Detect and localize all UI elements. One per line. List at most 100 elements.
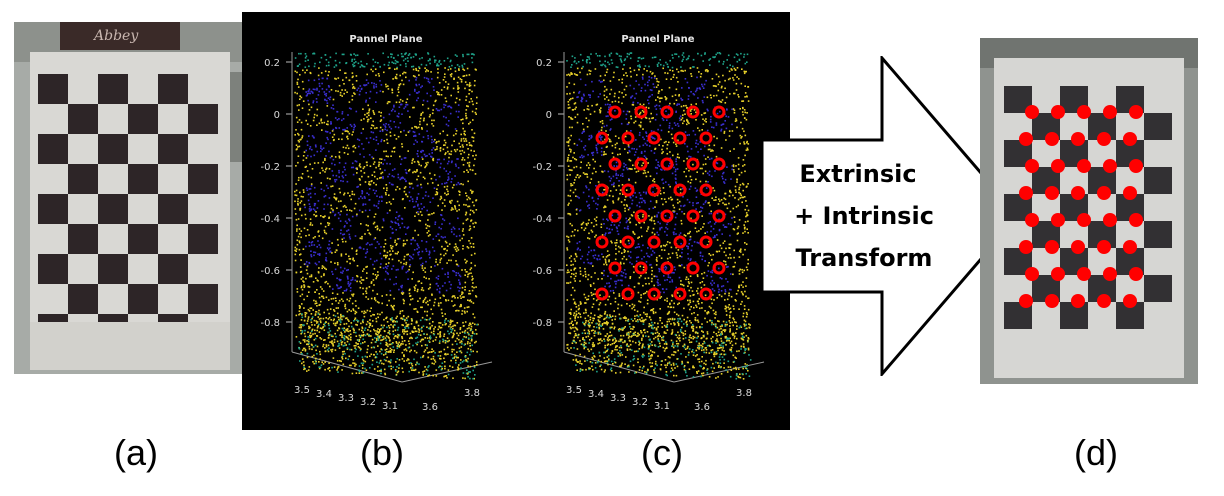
cloud-point [704,112,707,114]
cloud-point [350,125,353,128]
cloud-point [706,312,709,315]
z-tick-label: 0.2 [536,58,552,69]
cloud-point [327,97,330,99]
cloud-point [629,52,632,54]
cloud-point [414,287,416,290]
cloud-point [394,77,397,79]
cloud-point [440,308,443,311]
cloud-point [318,67,320,69]
cloud-point [657,234,660,236]
cloud-point [390,359,392,361]
cloud-point [308,262,311,265]
cloud-point [681,251,683,254]
cloud-point [445,340,448,343]
cloud-point [674,53,676,55]
cloud-point [614,100,617,103]
cloud-point [595,104,598,106]
cloud-point [384,243,387,245]
cloud-point [403,71,405,74]
cloud-point [417,252,419,254]
cloud-point [339,213,341,216]
cloud-point [436,192,439,194]
cloud-point [440,257,443,260]
cloud-point [572,286,574,289]
cloud-point [380,368,382,371]
cloud-point [713,331,715,334]
cloud-point [365,92,367,94]
cloud-point [698,342,700,345]
cloud-point [401,222,404,225]
cloud-point [474,252,476,255]
cloud-point [408,342,411,345]
cloud-point [747,183,749,185]
cloud-point [407,150,409,152]
cloud-point [294,91,296,94]
cloud-point [405,134,407,136]
cloud-point [642,319,644,322]
cloud-point [367,224,369,227]
cloud-point [310,321,313,324]
cloud-point [432,321,434,323]
cloud-point [331,270,333,273]
cloud-point [453,333,455,336]
cloud-point [594,160,596,163]
cloud-point [368,335,371,337]
cloud-point [345,322,348,325]
cloud-point [388,360,391,363]
cloud-point [427,303,429,306]
cloud-point [452,87,455,90]
cloud-point [700,228,702,230]
cloud-point [302,361,305,363]
panel-c-point-cloud-corners: Pannel Plane 0.20-0.2-0.4-0.6-0.83.5 3.4 3… [514,12,790,430]
cloud-point [408,268,410,271]
cloud-point [315,277,317,279]
cloud-point [571,184,574,186]
cloud-point [332,209,334,211]
cloud-point [385,317,387,320]
cloud-point [354,317,357,319]
cloud-point [346,213,348,216]
cloud-point [394,62,397,65]
cloud-point [313,204,316,207]
cloud-point [422,355,425,357]
cloud-point [362,358,364,361]
cloud-point [591,322,593,324]
cloud-point [338,61,341,64]
cloud-point [691,312,693,315]
cloud-point [329,308,332,310]
cloud-point [341,89,343,91]
cloud-point [340,360,342,363]
cloud-point [395,188,397,191]
cloud-point [437,333,439,335]
cloud-point [443,219,446,222]
cloud-point [613,292,615,294]
cloud-point [475,69,477,71]
cloud-point [341,315,343,318]
cloud-point [307,331,309,333]
cloud-point [618,184,620,187]
cloud-point [431,123,433,125]
cloud-point [671,127,674,130]
cloud-point [352,150,355,153]
cloud-point [566,235,568,238]
cloud-point [427,135,429,137]
cloud-point [395,370,397,372]
cloud-point [677,71,680,73]
cloud-point [325,260,328,262]
cloud-point [384,254,387,257]
cloud-point [359,163,361,165]
cloud-point [437,93,439,96]
cloud-point [647,277,650,279]
cloud-point [463,359,465,362]
checker-square [98,74,128,104]
cloud-point [355,214,358,217]
cloud-point [712,187,714,189]
cloud-point [651,273,653,276]
cloud-point [701,258,703,261]
cloud-point [373,113,376,115]
cloud-point [640,296,642,299]
cloud-point [570,116,572,119]
cloud-point [444,182,446,185]
cloud-point [328,71,330,73]
cloud-point [417,70,420,72]
